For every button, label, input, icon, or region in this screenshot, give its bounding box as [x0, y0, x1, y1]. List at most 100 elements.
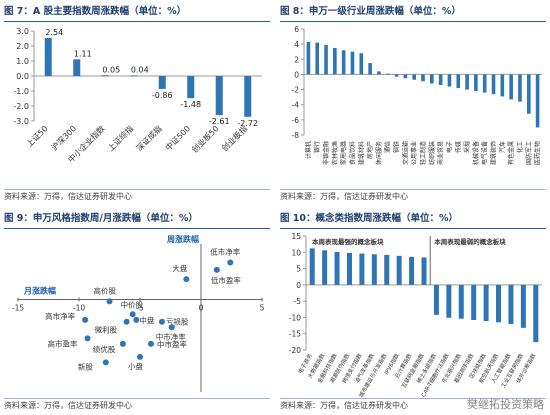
category-label: 创业板指 — [219, 123, 249, 153]
scatter-point — [158, 318, 165, 325]
y-tick-label: 15 — [291, 232, 301, 241]
bar — [403, 74, 408, 79]
bar — [465, 74, 469, 90]
bar — [520, 284, 526, 328]
bar — [483, 284, 489, 322]
y-tick-label: -10 — [289, 313, 301, 322]
category-label: 电气设备 — [481, 141, 489, 165]
category-label: 公用事业 — [410, 141, 418, 165]
data-label: -2.61 — [209, 117, 230, 126]
bar — [500, 74, 505, 97]
category-label: 有色金属 — [507, 141, 515, 165]
y-tick-label: -2.0 — [13, 102, 29, 111]
bar — [158, 76, 166, 89]
point-label: 小盘 — [128, 361, 143, 371]
category-label: 沪深300 — [49, 123, 78, 152]
bar — [371, 254, 377, 285]
category-label: 电子 — [445, 141, 453, 153]
category-label: 房地产 — [366, 141, 374, 159]
point-label: 新股 — [78, 361, 93, 371]
scatter-point — [102, 359, 109, 366]
chart-industry-weekly: 6 4 2 0 -2 -4 -6 -8 计算机 银行 非银金融 农林牧渔 家用电器 食品饮料 建筑材料 房地产… — [292, 25, 542, 165]
category-label: 中证500 — [163, 123, 192, 152]
data-label: 2.54 — [45, 28, 63, 37]
category-label: 银行 — [313, 141, 321, 153]
category-label: 非银金融 — [322, 141, 330, 165]
category-label: 深证成指 — [134, 123, 164, 153]
panel-index-weekly: 图 7：A 股主要指数周涨跌幅（单位：%） 3.0 2.0 1.0 0.0 -1.0 -2… — [4, 3, 270, 203]
category-label: 建筑材料 — [357, 141, 365, 165]
y-tick-label: 3.0 — [16, 27, 29, 36]
chart-style-scatter: -15 -10 -5 0 5 月涨跌幅 周涨跌幅低市净率大盘低市盈率高价股中价股高市净率微利… — [12, 234, 265, 392]
point-label: 微利股 — [95, 325, 118, 335]
scatter-point — [183, 276, 190, 283]
bar — [509, 74, 513, 100]
scatter-point — [133, 316, 140, 323]
bar — [359, 253, 365, 285]
bar — [474, 74, 478, 92]
bar — [350, 51, 355, 75]
bar — [44, 37, 52, 76]
point-label: 绩优股 — [93, 344, 116, 354]
category-label: 上证综指 — [105, 123, 135, 153]
bar — [430, 74, 434, 84]
bar — [333, 47, 337, 75]
category-label: 交通运输 — [401, 141, 409, 165]
y-tick-label: -5 — [294, 297, 302, 306]
bar — [385, 73, 390, 75]
panel-title: 图 10：概念类指数周涨跌幅（单位：%） — [280, 210, 546, 229]
category-label: 医药生物 — [534, 141, 542, 165]
scatter-point — [106, 298, 113, 305]
bar — [384, 254, 390, 285]
point-label: 中市净率 — [156, 331, 186, 341]
bar — [306, 41, 311, 75]
bar — [409, 256, 415, 285]
scatter-point — [147, 340, 154, 347]
source-note: 资料来源：万得，信达证券研发中心 — [4, 189, 270, 203]
bar — [394, 74, 399, 77]
y-tick-label: 0 — [296, 281, 301, 290]
bar — [412, 74, 416, 80]
category-label: 商业贸易 — [437, 141, 445, 165]
category-label: 机械设备 — [472, 141, 480, 165]
bar — [309, 248, 315, 285]
annotation-weakest: 本周表现最弱的概念板块 — [434, 237, 506, 246]
bar — [377, 71, 381, 75]
scatter-point — [129, 311, 136, 318]
point-label: 低市盈率 — [211, 275, 241, 285]
point-label: 中盘 — [139, 315, 154, 325]
y-tick-label: 10 — [291, 248, 301, 257]
data-label: -2.72 — [237, 119, 258, 128]
category-label: 家用电器 — [340, 141, 348, 165]
panel-style-scatter: 图 9：申万风格指数周/月涨跌幅（单位：%） -15 -10 -5 0 5 月涨跌幅 周涨跌… — [4, 210, 270, 413]
bar — [187, 76, 195, 99]
x-tick-label: -5 — [136, 304, 144, 313]
panel-title: 图 7：A 股主要指数周涨跌幅（单位：%） — [4, 3, 270, 22]
bar — [315, 42, 320, 75]
category-label: 上证50 — [25, 124, 50, 149]
y-tick-label: -6 — [292, 116, 300, 125]
bar — [346, 252, 352, 285]
category-label: 化工 — [516, 141, 524, 153]
source-note: 资料来源：万得，信达证券研发中心 — [4, 398, 270, 413]
bar — [433, 284, 439, 315]
category-label: 农林牧渔 — [331, 141, 339, 165]
y-tick-label: -20 — [289, 346, 301, 355]
y-tick-label: 1.0 — [16, 57, 29, 66]
bar — [341, 50, 346, 75]
scatter-point — [227, 259, 234, 266]
category-label: 国防军工 — [525, 141, 533, 165]
scatter-point — [213, 266, 220, 273]
point-label: 大盘 — [172, 263, 187, 273]
y-tick-label: 2 — [294, 55, 299, 64]
data-label: -0.86 — [152, 91, 173, 100]
y-tick-label: 0 — [294, 70, 299, 79]
bar — [471, 284, 477, 321]
scatter-point — [84, 335, 91, 342]
scatter-point — [82, 316, 89, 323]
bar — [359, 53, 364, 75]
scatter-point — [119, 340, 126, 347]
bar — [421, 257, 427, 285]
category-label: 汽车 — [498, 141, 506, 153]
scatter-point — [168, 324, 175, 331]
